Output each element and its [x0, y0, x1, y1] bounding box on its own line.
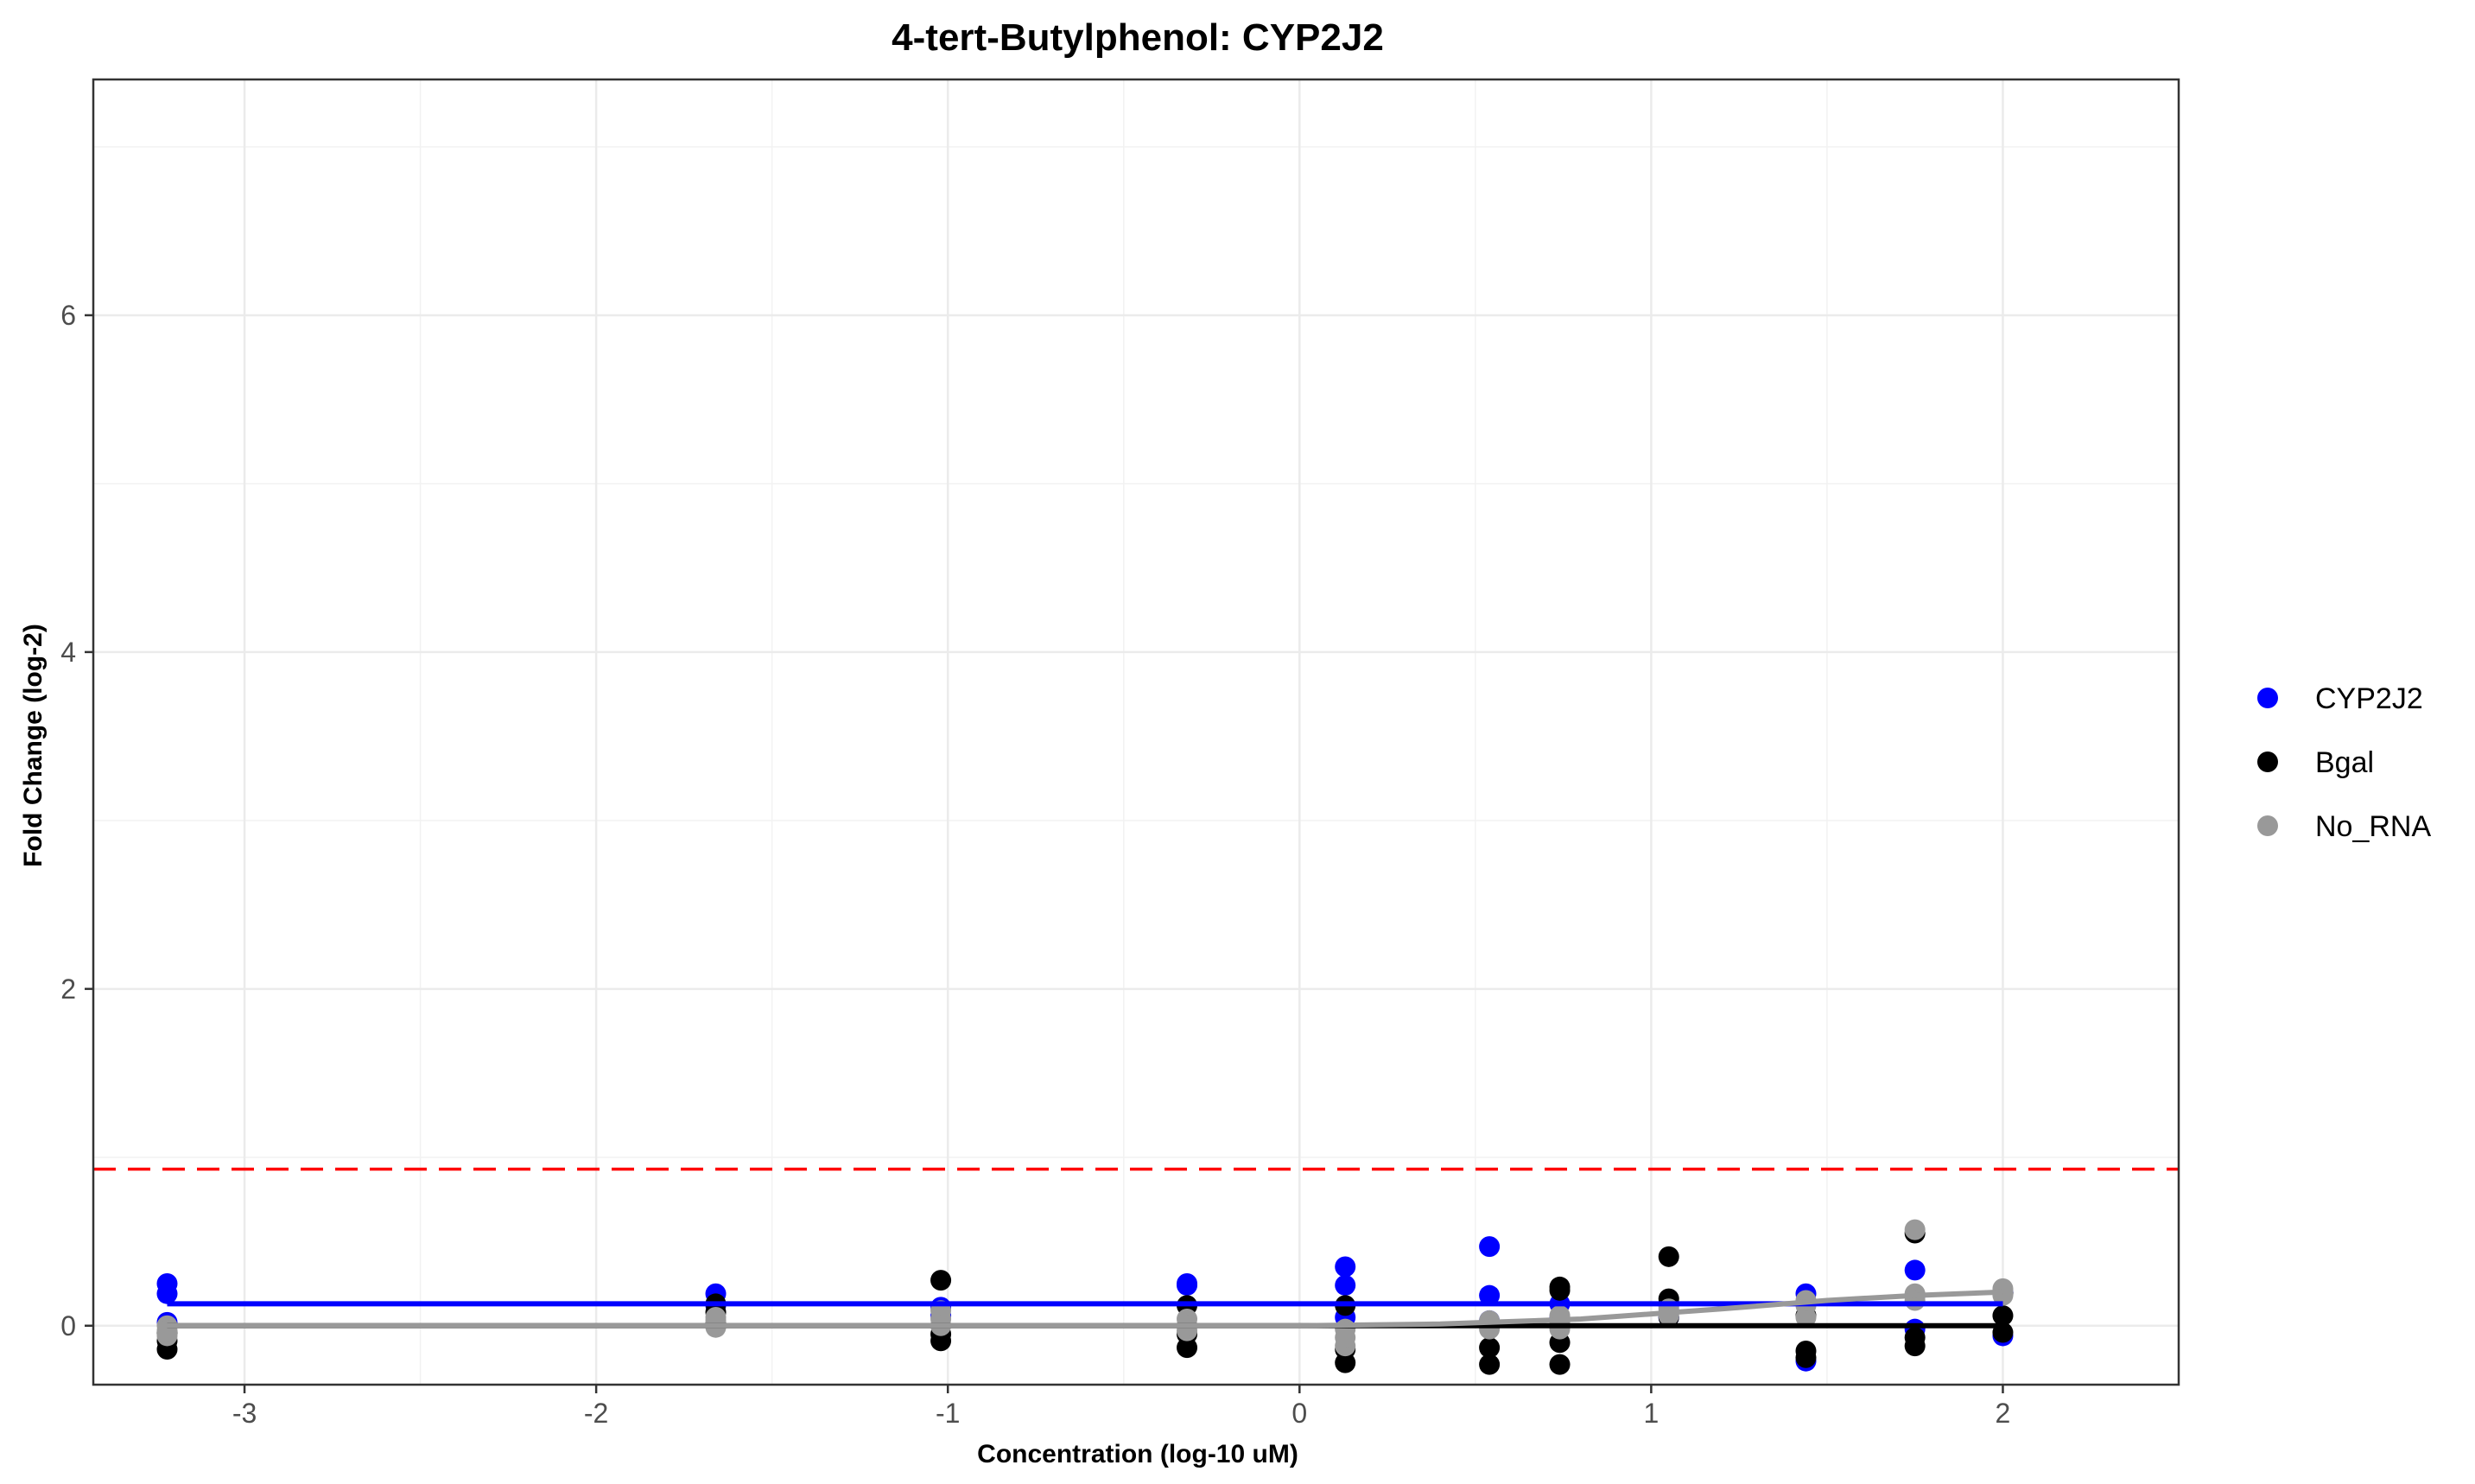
data-point-no-rna — [1795, 1307, 1817, 1329]
legend-key-no-rna — [2257, 815, 2278, 836]
legend-label-bgal: Bgal — [2315, 746, 2374, 779]
data-point-cyp2j2 — [1177, 1274, 1198, 1296]
x-tick-label: 2 — [1996, 1398, 2011, 1429]
data-point-bgal — [930, 1270, 952, 1291]
x-tick-label: -3 — [232, 1398, 257, 1429]
data-point-bgal — [1795, 1347, 1817, 1368]
y-tick-label: 6 — [60, 300, 76, 331]
panel-background — [93, 79, 2179, 1385]
data-point-bgal — [1992, 1305, 2014, 1327]
data-point-cyp2j2 — [1904, 1259, 1926, 1281]
y-axis-title: Fold Change (log-2) — [19, 624, 48, 867]
data-point-no-rna — [1904, 1219, 1926, 1240]
data-point-bgal — [1658, 1246, 1679, 1267]
legend-label-no-rna: No_RNA — [2315, 810, 2431, 843]
data-layer — [156, 1219, 2014, 1375]
data-point-no-rna — [1992, 1279, 2014, 1301]
x-tick-label: -2 — [584, 1398, 608, 1429]
x-tick-label: 0 — [1291, 1398, 1307, 1429]
data-point-no-rna — [705, 1307, 727, 1329]
legend-key-cyp2j2 — [2257, 688, 2278, 708]
y-tick-label: 4 — [60, 637, 76, 668]
data-point-cyp2j2 — [1479, 1236, 1501, 1258]
data-point-cyp2j2 — [1479, 1284, 1501, 1306]
chart-title: 4-tert-Butylphenol: CYP2J2 — [892, 16, 1384, 59]
legend: CYP2J2 Bgal No_RNA — [2257, 682, 2431, 843]
plot-area: -3 -2 -1 0 1 2 0 2 4 6 — [60, 78, 2180, 1429]
x-tick-label: -1 — [936, 1398, 960, 1429]
x-axis-title: Concentration (log-10 uM) — [977, 1440, 1298, 1468]
legend-key-bgal — [2257, 752, 2278, 772]
y-tick-label: 0 — [60, 1310, 76, 1341]
data-point-bgal — [1177, 1337, 1198, 1359]
data-point-bgal — [1904, 1327, 1926, 1348]
x-tick-label: 1 — [1643, 1398, 1659, 1429]
data-point-cyp2j2 — [1335, 1256, 1356, 1278]
data-point-bgal — [1549, 1279, 1571, 1301]
data-point-bgal — [1479, 1354, 1501, 1375]
data-point-bgal — [1549, 1354, 1571, 1375]
data-point-bgal — [1479, 1337, 1501, 1359]
data-point-cyp2j2 — [1335, 1274, 1356, 1296]
data-point-no-rna — [1335, 1327, 1356, 1348]
panel-border — [92, 78, 2180, 1386]
legend-label-cyp2j2: CYP2J2 — [2315, 682, 2423, 715]
fit-line-no-rna — [167, 1289, 2003, 1329]
data-point-cyp2j2 — [156, 1283, 178, 1304]
y-tick-label: 2 — [60, 973, 76, 1005]
